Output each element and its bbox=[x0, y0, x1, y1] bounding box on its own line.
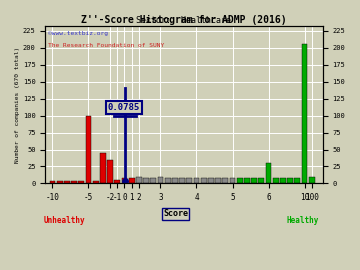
Bar bbox=[266, 163, 271, 183]
Bar bbox=[273, 178, 279, 183]
Bar bbox=[71, 181, 77, 183]
Bar bbox=[194, 178, 199, 183]
Bar bbox=[100, 153, 106, 183]
Text: Healthy: Healthy bbox=[287, 217, 319, 225]
Bar bbox=[172, 178, 178, 183]
Bar bbox=[136, 177, 142, 183]
Text: ©www.textbiz.org: ©www.textbiz.org bbox=[48, 31, 108, 36]
Bar bbox=[93, 181, 99, 183]
Bar bbox=[258, 178, 264, 183]
Bar bbox=[158, 177, 163, 183]
Text: Unhealthy: Unhealthy bbox=[44, 217, 85, 225]
Bar bbox=[251, 178, 257, 183]
Bar bbox=[122, 178, 127, 183]
Bar bbox=[230, 178, 235, 183]
Bar bbox=[294, 178, 300, 183]
Bar bbox=[129, 178, 135, 183]
Bar bbox=[50, 181, 55, 183]
Bar bbox=[244, 178, 250, 183]
Bar bbox=[86, 116, 91, 183]
Bar bbox=[165, 178, 171, 183]
Bar bbox=[186, 178, 192, 183]
Title: Z''-Score Histogram for ADMP (2016): Z''-Score Histogram for ADMP (2016) bbox=[81, 15, 287, 25]
Bar bbox=[208, 178, 214, 183]
Bar bbox=[64, 181, 70, 183]
Bar bbox=[215, 178, 221, 183]
Bar bbox=[57, 181, 63, 183]
Text: Score: Score bbox=[163, 210, 188, 218]
Bar bbox=[179, 178, 185, 183]
Bar bbox=[114, 180, 120, 183]
Bar bbox=[287, 178, 293, 183]
Bar bbox=[150, 178, 156, 183]
Text: 0.0785: 0.0785 bbox=[108, 103, 140, 112]
Text: The Research Foundation of SUNY: The Research Foundation of SUNY bbox=[48, 43, 164, 48]
Bar bbox=[78, 181, 84, 183]
Bar bbox=[143, 178, 149, 183]
Bar bbox=[237, 178, 243, 183]
Bar bbox=[107, 160, 113, 183]
Y-axis label: Number of companies (670 total): Number of companies (670 total) bbox=[15, 47, 20, 163]
Text: Sector:  Healthcare: Sector: Healthcare bbox=[136, 15, 231, 25]
Bar bbox=[280, 178, 286, 183]
Bar bbox=[201, 178, 207, 183]
Bar bbox=[222, 178, 228, 183]
Bar bbox=[309, 177, 315, 183]
Bar bbox=[302, 44, 307, 183]
